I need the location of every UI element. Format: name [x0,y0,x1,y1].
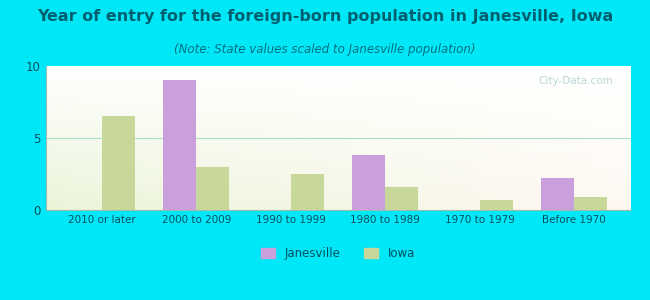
Bar [291,174,324,210]
Text: Year of entry for the foreign-born population in Janesville, Iowa: Year of entry for the foreign-born popul… [37,9,613,24]
Bar [541,178,574,210]
Bar [196,167,229,210]
Text: (Note: State values scaled to Janesville population): (Note: State values scaled to Janesville… [174,44,476,56]
Legend: Janesville, Iowa: Janesville, Iowa [256,242,420,265]
Bar [352,155,385,210]
Bar [574,197,607,210]
Bar [163,80,196,210]
Bar [385,187,418,210]
Text: City-Data.com: City-Data.com [538,76,613,86]
Bar [102,116,135,210]
Bar [480,200,513,210]
